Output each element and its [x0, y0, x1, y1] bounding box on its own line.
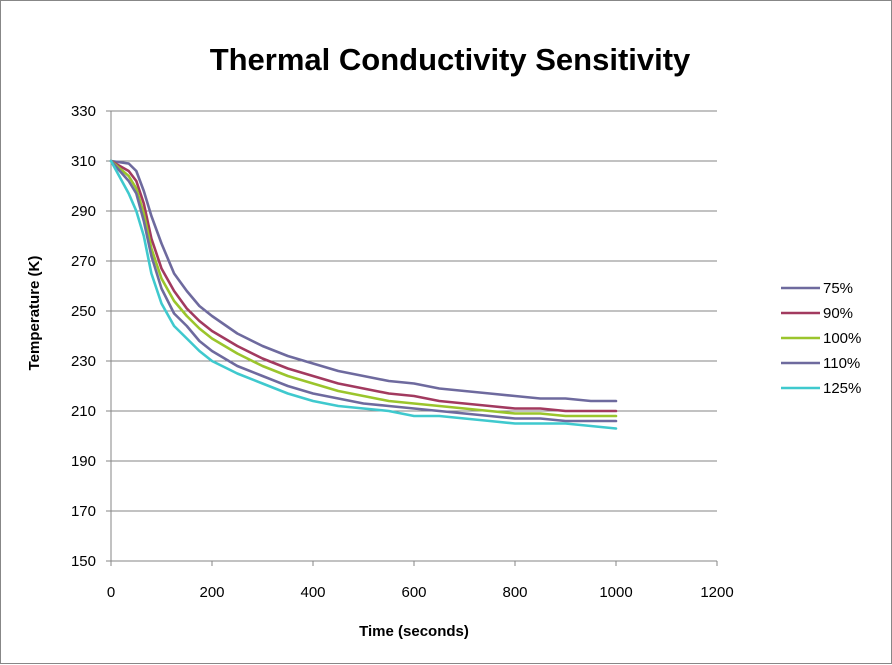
y-tick-label: 290 [71, 203, 96, 220]
series-line-2 [109, 159, 618, 413]
legend-label: 110% [823, 355, 860, 372]
y-tick-label: 210 [71, 403, 96, 420]
series-line-3 [109, 159, 618, 418]
gridlines [111, 110, 717, 512]
x-axis-title: Time (seconds) [359, 623, 469, 640]
y-tick-labels: 150 170 190 210 230 250 270 290 310 330 [71, 103, 96, 570]
x-tick-label: 0 [107, 584, 115, 601]
axes [106, 110, 718, 566]
x-tick-labels: 0 200 400 600 800 1000 1200 [107, 584, 734, 601]
legend-label: 75% [823, 280, 853, 297]
x-tick-label: 1200 [700, 584, 733, 601]
series-lines [109, 159, 618, 430]
y-tick-label: 330 [71, 103, 96, 120]
legend-label: 125% [823, 380, 861, 397]
x-tick-label: 600 [401, 584, 426, 601]
x-tick-label: 400 [300, 584, 325, 601]
chart-title: Thermal Conductivity Sensitivity [210, 42, 691, 77]
series-line-5 [109, 159, 618, 430]
x-tick-label: 200 [199, 584, 224, 601]
y-tick-label: 150 [71, 553, 96, 570]
legend: 75% 90% 100% 110% 125% [781, 280, 861, 397]
y-axis-title: Temperature (K) [26, 256, 43, 371]
x-tick-label: 800 [502, 584, 527, 601]
x-tick-label: 1000 [599, 584, 632, 601]
series-line-4 [109, 159, 618, 423]
y-tick-label: 270 [71, 253, 96, 270]
y-tick-label: 190 [71, 453, 96, 470]
series-line-1 [109, 159, 618, 403]
y-tick-label: 170 [71, 503, 96, 520]
y-tick-label: 230 [71, 353, 96, 370]
legend-label: 100% [823, 330, 861, 347]
y-tick-label: 250 [71, 303, 96, 320]
y-tick-label: 310 [71, 153, 96, 170]
legend-label: 90% [823, 305, 853, 322]
